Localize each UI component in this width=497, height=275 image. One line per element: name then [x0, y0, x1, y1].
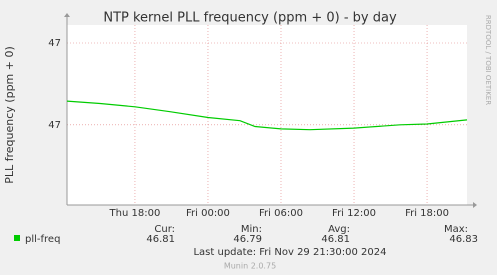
y-tick-label: 47: [48, 120, 61, 131]
chart-title: NTP kernel PLL frequency (ppm + 0) - by …: [103, 11, 397, 26]
y-tick-label: 47: [48, 38, 61, 49]
x-tick-label: Fri 12:00: [332, 208, 376, 219]
summary-header: Cur:: [154, 224, 175, 235]
y-axis-arrow: [64, 13, 70, 17]
x-axis-arrow: [473, 202, 477, 208]
summary-header: Max:: [444, 224, 468, 235]
summary-header: Min:: [241, 224, 262, 235]
x-tick-label: Fri 00:00: [186, 208, 230, 219]
legend-swatch: [14, 235, 20, 241]
y-axis-label: PLL frequency (ppm + 0): [3, 46, 16, 184]
summary-value: 46.81: [146, 234, 175, 245]
x-tick-label: Fri 06:00: [259, 208, 303, 219]
data-line: [66, 100, 468, 131]
plot-area: [67, 25, 467, 205]
summary-value: 46.83: [449, 234, 478, 245]
x-tick-label: Thu 18:00: [109, 208, 161, 219]
legend-label: pll-freq: [25, 234, 60, 245]
summary-header: Avg:: [328, 224, 350, 235]
summary-value: 46.81: [321, 234, 350, 245]
x-tick-label: Fri 18:00: [405, 208, 449, 219]
last-update: Last update: Fri Nov 29 21:30:00 2024: [193, 247, 386, 258]
summary-value: 46.79: [233, 234, 262, 245]
footer: Munin 2.0.75: [224, 262, 276, 271]
side-label: RRDTOOL / TOBI OETIKER: [484, 15, 492, 105]
